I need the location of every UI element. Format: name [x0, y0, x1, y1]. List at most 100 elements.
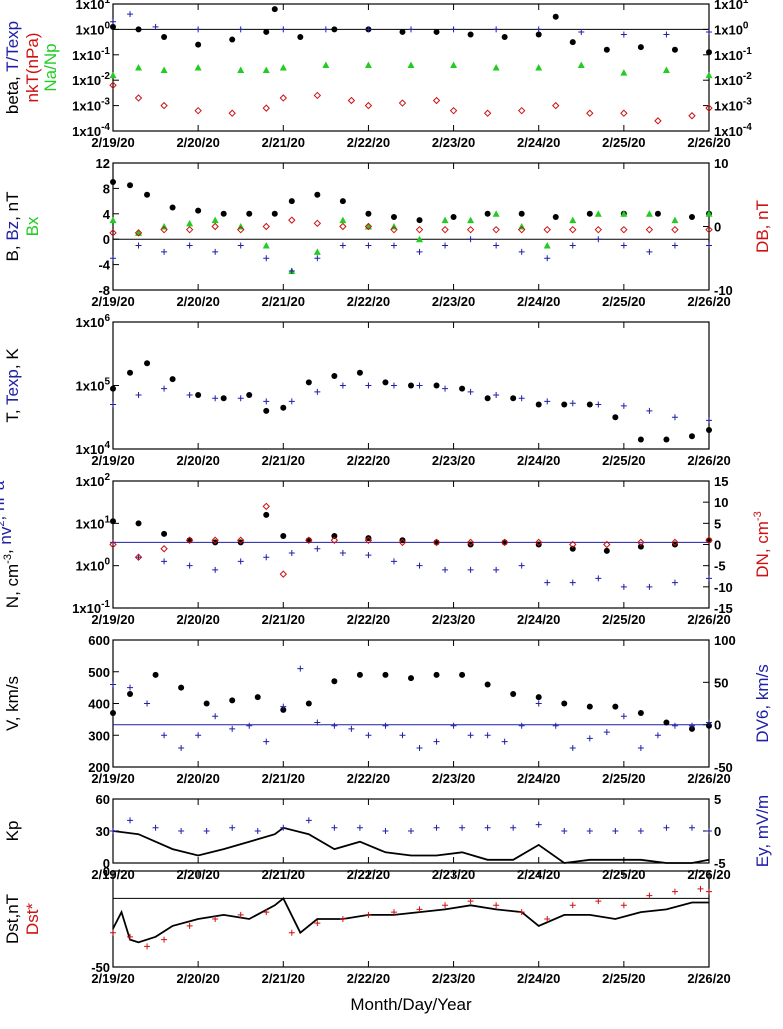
panel-3-series-0-point: [501, 539, 508, 546]
panel-1-series-1-point: [620, 210, 628, 217]
panel-3-xtick-label: 2/19/20: [91, 612, 134, 627]
panel-2-series-0-point: [382, 379, 389, 386]
panel-5-rtick-label: 0: [714, 824, 721, 839]
panel-3-series-0-point: [671, 541, 678, 548]
panel-4-series-1-point: [212, 713, 219, 720]
panel-4-series-1-point: [569, 744, 576, 751]
panel-1-series-3-point: [517, 225, 526, 234]
panel-0-series-0-point: [637, 44, 644, 51]
panel-0-series-3-point: [160, 101, 168, 110]
panel-0-ylabel: nkT(nPa): [23, 33, 42, 103]
panel-3-series-0-point: [706, 537, 712, 544]
panel-3-series-1-point: [518, 562, 525, 569]
panel-6-series-1-point: [595, 898, 602, 905]
panel-1-series-2-point: [161, 248, 168, 255]
panel-4-series-1-point: [178, 744, 185, 751]
panel-1-series-0-point: [127, 182, 134, 189]
panel-1-series-1-point: [211, 216, 219, 224]
panel-4-ylabel-part: V, km/s: [3, 676, 22, 731]
panel-4-series-0-point: [203, 700, 210, 707]
panel-0-series-2-point: [364, 61, 372, 68]
panel-1-series-2-point: [518, 248, 525, 255]
panel-2-series-0-point: [459, 385, 466, 392]
panel-3-series-0-point: [161, 530, 168, 537]
panel-2-series-1-point: [365, 382, 372, 389]
panel-1-series-3-point: [109, 229, 117, 237]
panel-1-series-0-point: [586, 210, 593, 217]
panel-1-series-0-point: [518, 210, 525, 217]
panel-2-series-1-point: [544, 398, 551, 405]
panel-1-series-0-point: [339, 198, 346, 205]
panel-3-series-2-point: [185, 536, 194, 544]
panel-0-ylabel-part: nkT(nPa): [23, 33, 42, 103]
panel-0-series-3-point: [620, 109, 628, 117]
panel-3-series-2-point: [671, 538, 679, 547]
panel-1-series-0-point: [484, 210, 491, 217]
panel-4-xtick-label: 2/24/20: [517, 771, 560, 786]
panel-3-rtick-label: 15: [714, 474, 728, 489]
panel-6-xtick-label: 2/23/20: [432, 971, 475, 986]
panel-1-ytick-label: 12: [96, 156, 110, 171]
panel-2-series-0-point: [510, 395, 517, 402]
panel-3-xtick-label: 2/21/20: [262, 612, 305, 627]
panel-3-series-0-point: [135, 520, 142, 527]
panel-0-series-3-point: [705, 104, 713, 112]
panel-0-series-3-point: [347, 96, 356, 105]
panel-4-series-1-point: [331, 722, 338, 729]
panel-3-series-1-point: [212, 566, 219, 573]
panel-2-series-0-point: [586, 401, 593, 408]
panel-3-rtick-label: 0: [714, 538, 721, 553]
panel-3-series-0-point: [186, 537, 193, 544]
panel-4-series-1-point: [484, 732, 491, 739]
panel-1-series-0-point: [654, 210, 661, 217]
panel-2-series-1-point: [314, 388, 321, 395]
panel-3-series-2-point: [364, 536, 373, 544]
panel-5-ytick-label: 60: [96, 792, 110, 807]
panel-5-ytick-label: 30: [96, 824, 110, 839]
panel-2-series-1-point: [416, 382, 423, 389]
panel-0-series-0-point: [263, 28, 270, 35]
panel-2-series-1-point: [595, 401, 602, 408]
panel-1-series-3-point: [415, 225, 424, 234]
panel-1-right-label: DB, nT: [753, 200, 772, 253]
panel-3-series-1-point: [416, 562, 423, 569]
panel-4-series-1-point: [127, 684, 134, 691]
panel-6-series-1-point: [697, 885, 704, 892]
panel-6-ylabel: Dst,nT: [3, 894, 22, 944]
panel-2-series-0-point: [612, 414, 619, 421]
panel-4-series-1-point: [671, 722, 678, 729]
panel-2-series-1-point: [110, 401, 116, 408]
panel-0-series-2-point: [109, 71, 117, 79]
panel-6-ylabel: Dst*: [23, 903, 42, 936]
panel-0-series-1-point: [365, 26, 372, 33]
panel-1-series-0-point: [246, 210, 253, 217]
panel-5-series-1-point: [612, 828, 619, 834]
panel-1-series-3-point: [313, 219, 322, 228]
panel-1-series-1-point: [569, 216, 577, 224]
panel-2-series-0-point: [408, 382, 414, 389]
panel-0-ytick-label: 1x100: [76, 20, 111, 37]
panel-0-series-0-point: [671, 46, 678, 53]
panel-1-series-3-point: [620, 225, 628, 234]
panel-0-ylabel-part: Na/Np: [41, 43, 60, 91]
panel-1-series-3-point: [262, 222, 270, 231]
panel-2-series-1-point: [135, 392, 142, 399]
panel-3-xtick-label: 2/23/20: [432, 612, 475, 627]
panel-5-right-label: Ey, mV/m: [753, 795, 772, 867]
panel-2-series-0-point: [305, 379, 312, 386]
panel-2-series-0-point: [246, 392, 253, 399]
panel-1-series-1-point: [416, 235, 424, 243]
panel-3-series-0-point: [237, 539, 244, 546]
panel-3-rtick-label: -15: [714, 601, 733, 616]
panel-0-series-2-point: [577, 61, 585, 68]
panel-1-series-2-point: [237, 242, 244, 249]
panel-3-series-0-point: [280, 533, 287, 540]
panel-2-series-1-point: [518, 395, 525, 402]
panel-0-rtick-label: 1x10-4: [714, 122, 752, 139]
panel-0-series-0-point: [195, 41, 202, 48]
panel-0-series-0-point: [552, 13, 559, 20]
panel-4-series-1-point: [586, 735, 593, 742]
panel-6-series-1-point: [416, 906, 423, 913]
panel-6-series-1-point: [493, 902, 500, 909]
panel-3-series-1-point: [467, 566, 474, 573]
